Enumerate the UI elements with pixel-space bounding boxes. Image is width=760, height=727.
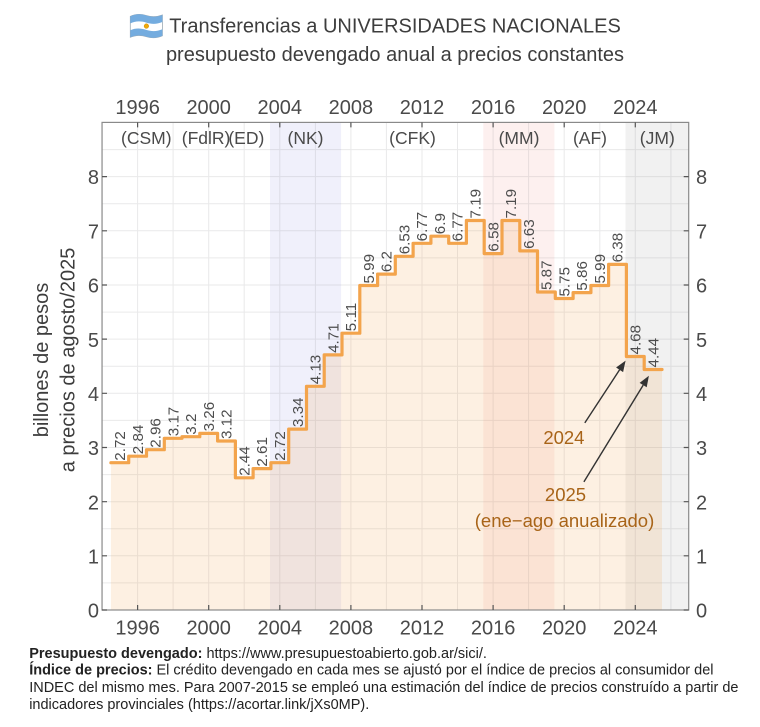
svg-text:8: 8 — [696, 167, 707, 189]
svg-text:7: 7 — [696, 221, 707, 243]
svg-text:2000: 2000 — [186, 97, 231, 119]
svg-text:2024: 2024 — [613, 617, 658, 639]
svg-text:4: 4 — [696, 384, 707, 406]
svg-text:1996: 1996 — [115, 97, 160, 119]
svg-text:(ED): (ED) — [228, 128, 264, 148]
svg-text:3.2: 3.2 — [183, 414, 200, 435]
svg-text:presupuesto devengado anual a: presupuesto devengado anual a precios co… — [166, 44, 624, 66]
svg-text:2012: 2012 — [400, 617, 445, 639]
svg-text:3.17: 3.17 — [165, 407, 182, 437]
svg-text:(JM): (JM) — [640, 128, 675, 148]
svg-text:(FdlR): (FdlR) — [182, 128, 231, 148]
svg-text:6.63: 6.63 — [521, 219, 538, 249]
svg-text:4.44: 4.44 — [645, 338, 662, 368]
svg-text:2004: 2004 — [258, 97, 303, 119]
svg-text:6: 6 — [696, 276, 707, 298]
svg-text:2.72: 2.72 — [112, 431, 129, 461]
svg-text:1: 1 — [696, 546, 707, 568]
svg-text:2.72: 2.72 — [272, 431, 289, 461]
svg-text:2020: 2020 — [542, 97, 587, 119]
svg-text:3: 3 — [696, 438, 707, 460]
svg-text:2004: 2004 — [258, 617, 303, 639]
svg-text:7.19: 7.19 — [468, 189, 485, 219]
svg-text:(ene−ago anualizado): (ene−ago anualizado) — [475, 510, 655, 531]
svg-text:4.71: 4.71 — [325, 323, 342, 353]
svg-text:5: 5 — [696, 330, 707, 352]
svg-text:(CFK): (CFK) — [389, 128, 436, 148]
svg-text:4.68: 4.68 — [628, 325, 645, 355]
svg-text:(AF): (AF) — [573, 128, 607, 148]
svg-text:2.96: 2.96 — [148, 418, 165, 448]
svg-text:Presupuesto devengado: https:/: Presupuesto devengado: https://www.presu… — [29, 646, 487, 662]
svg-text:0: 0 — [88, 601, 99, 623]
svg-text:0: 0 — [696, 601, 707, 623]
svg-text:Índice de precios: El crédito: Índice de precios: El crédito devengado … — [29, 662, 713, 679]
svg-text:6: 6 — [88, 276, 99, 298]
svg-text:2025: 2025 — [545, 484, 586, 505]
svg-text:6.53: 6.53 — [396, 225, 413, 255]
svg-text:6.9: 6.9 — [432, 213, 449, 234]
svg-text:a precios de agosto/2025: a precios de agosto/2025 — [58, 248, 80, 473]
svg-text:6.77: 6.77 — [450, 212, 467, 242]
svg-text:5.99: 5.99 — [592, 254, 609, 284]
svg-text:3: 3 — [88, 438, 99, 460]
svg-text:2.84: 2.84 — [130, 425, 147, 455]
svg-text:2000: 2000 — [186, 617, 231, 639]
svg-text:2008: 2008 — [329, 97, 374, 119]
svg-text:5.75: 5.75 — [556, 267, 573, 297]
svg-text:8: 8 — [88, 167, 99, 189]
svg-text:2: 2 — [696, 492, 707, 514]
svg-text:6.77: 6.77 — [414, 212, 431, 242]
svg-text:billones de pesos: billones de pesos — [31, 283, 53, 438]
svg-text:5: 5 — [88, 330, 99, 352]
svg-text:7.19: 7.19 — [503, 189, 520, 219]
svg-text:2016: 2016 — [471, 617, 516, 639]
svg-text:2024: 2024 — [613, 97, 658, 119]
svg-text:2016: 2016 — [471, 97, 516, 119]
svg-text:3.34: 3.34 — [290, 398, 307, 428]
svg-text:5.87: 5.87 — [539, 260, 556, 290]
svg-text:3.26: 3.26 — [201, 402, 218, 432]
svg-text:2.44: 2.44 — [236, 446, 253, 476]
svg-text:2008: 2008 — [329, 617, 374, 639]
svg-text:(MM): (MM) — [499, 128, 540, 148]
svg-text:2020: 2020 — [542, 617, 587, 639]
svg-text:indicadores provinciales (http: indicadores provinciales (https://acorta… — [29, 697, 369, 713]
svg-text:6.58: 6.58 — [485, 222, 502, 252]
svg-text:1996: 1996 — [115, 617, 160, 639]
svg-text:3.12: 3.12 — [219, 409, 236, 439]
svg-text:4: 4 — [88, 384, 99, 406]
svg-text:INDEC del mismo mes. Para 2007: INDEC del mismo mes. Para 2007-2015 se e… — [29, 680, 738, 696]
svg-text:6.2: 6.2 — [379, 251, 396, 272]
svg-text:Transferencias a UNIVERSIDADES: Transferencias a UNIVERSIDADES NACIONALE… — [169, 16, 621, 38]
svg-text:2012: 2012 — [400, 97, 445, 119]
svg-text:1: 1 — [88, 546, 99, 568]
svg-text:5.99: 5.99 — [361, 254, 378, 284]
svg-text:5.86: 5.86 — [574, 261, 591, 291]
svg-text:(CSM): (CSM) — [121, 128, 172, 148]
svg-text:7: 7 — [88, 221, 99, 243]
svg-text:2.61: 2.61 — [254, 437, 271, 467]
svg-text:5.11: 5.11 — [343, 303, 360, 331]
svg-text:2024: 2024 — [543, 427, 584, 448]
svg-text:6.38: 6.38 — [610, 233, 627, 263]
svg-text:2: 2 — [88, 492, 99, 514]
svg-text:(NK): (NK) — [288, 128, 324, 148]
svg-text:4.13: 4.13 — [308, 355, 325, 385]
